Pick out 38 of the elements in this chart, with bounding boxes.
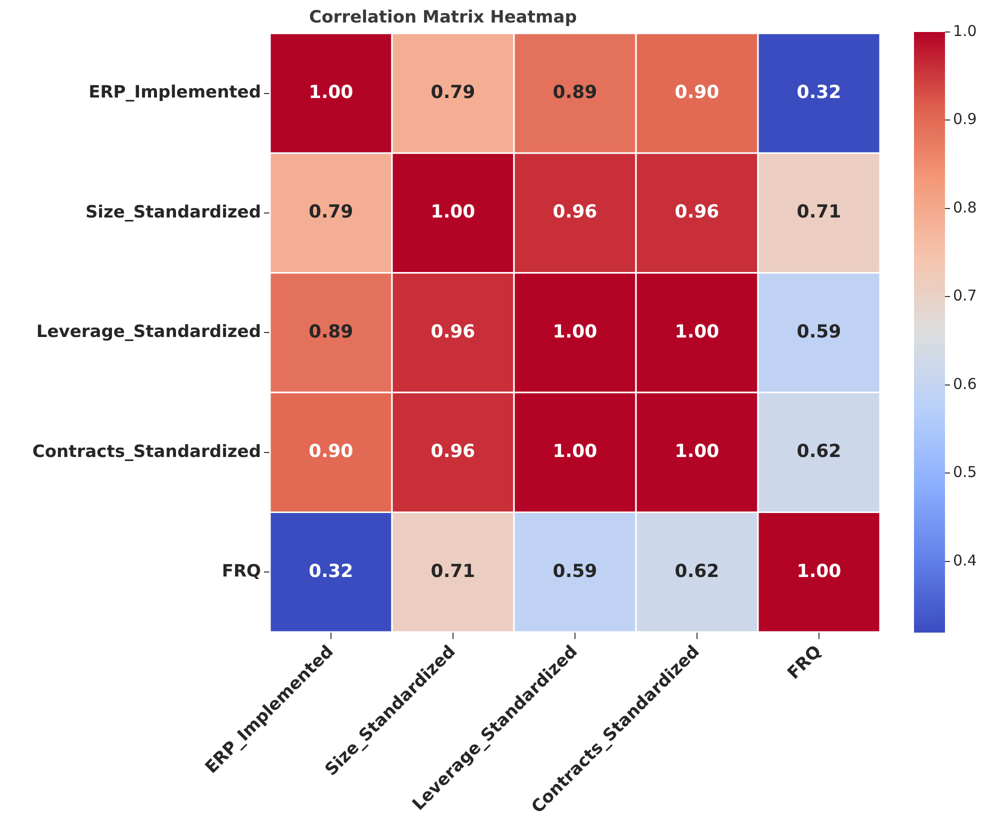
y-tick-label: Size_Standardized bbox=[85, 202, 261, 222]
data-label: 0.32 bbox=[308, 560, 354, 582]
color-bar-label: 0.5 bbox=[953, 463, 977, 482]
data-label: 0.89 bbox=[552, 82, 598, 103]
color-bar-label: 0.4 bbox=[953, 551, 977, 570]
data-label: 1.00 bbox=[674, 321, 720, 342]
y-tick-label: ERP_Implemented bbox=[88, 82, 261, 103]
data-label: 0.96 bbox=[430, 321, 476, 342]
data-label: 0.62 bbox=[674, 560, 720, 582]
data-label: 0.89 bbox=[308, 321, 354, 342]
data-label: 0.79 bbox=[308, 202, 354, 223]
data-label: 0.96 bbox=[552, 202, 598, 223]
data-label: 0.59 bbox=[796, 321, 842, 342]
color-bar-label: 0.8 bbox=[953, 198, 977, 216]
data-label: 0.32 bbox=[796, 82, 842, 103]
data-label: 1.00 bbox=[796, 560, 842, 582]
data-label: 0.96 bbox=[674, 202, 720, 223]
data-label: 0.90 bbox=[674, 82, 720, 103]
y-tick-label: Contracts_Standardized bbox=[32, 442, 261, 462]
color-bar-label: 0.9 bbox=[953, 110, 977, 128]
color-bar-label: 0.7 bbox=[953, 286, 977, 305]
data-label: 1.00 bbox=[430, 202, 476, 223]
y-tick-label: Leverage_Standardized bbox=[36, 322, 261, 342]
y-tick-label: FRQ bbox=[222, 562, 261, 582]
data-label: 1.00 bbox=[674, 441, 720, 462]
data-label: 0.96 bbox=[430, 441, 476, 462]
data-label: 1.00 bbox=[552, 441, 598, 462]
data-label: 0.71 bbox=[796, 202, 842, 223]
data-label: 0.90 bbox=[308, 441, 354, 462]
data-label: 1.00 bbox=[308, 82, 354, 103]
data-label: 0.79 bbox=[430, 82, 476, 103]
color-bar-label: 0.6 bbox=[953, 374, 977, 393]
data-label: 0.62 bbox=[796, 441, 842, 462]
data-label: 1.00 bbox=[552, 321, 598, 342]
color-bar-label: 1.0 bbox=[953, 22, 977, 40]
data-label: 0.59 bbox=[552, 560, 598, 582]
data-label: 0.71 bbox=[430, 560, 476, 582]
chart-title: Correlation Matrix Heatmap bbox=[309, 8, 577, 28]
